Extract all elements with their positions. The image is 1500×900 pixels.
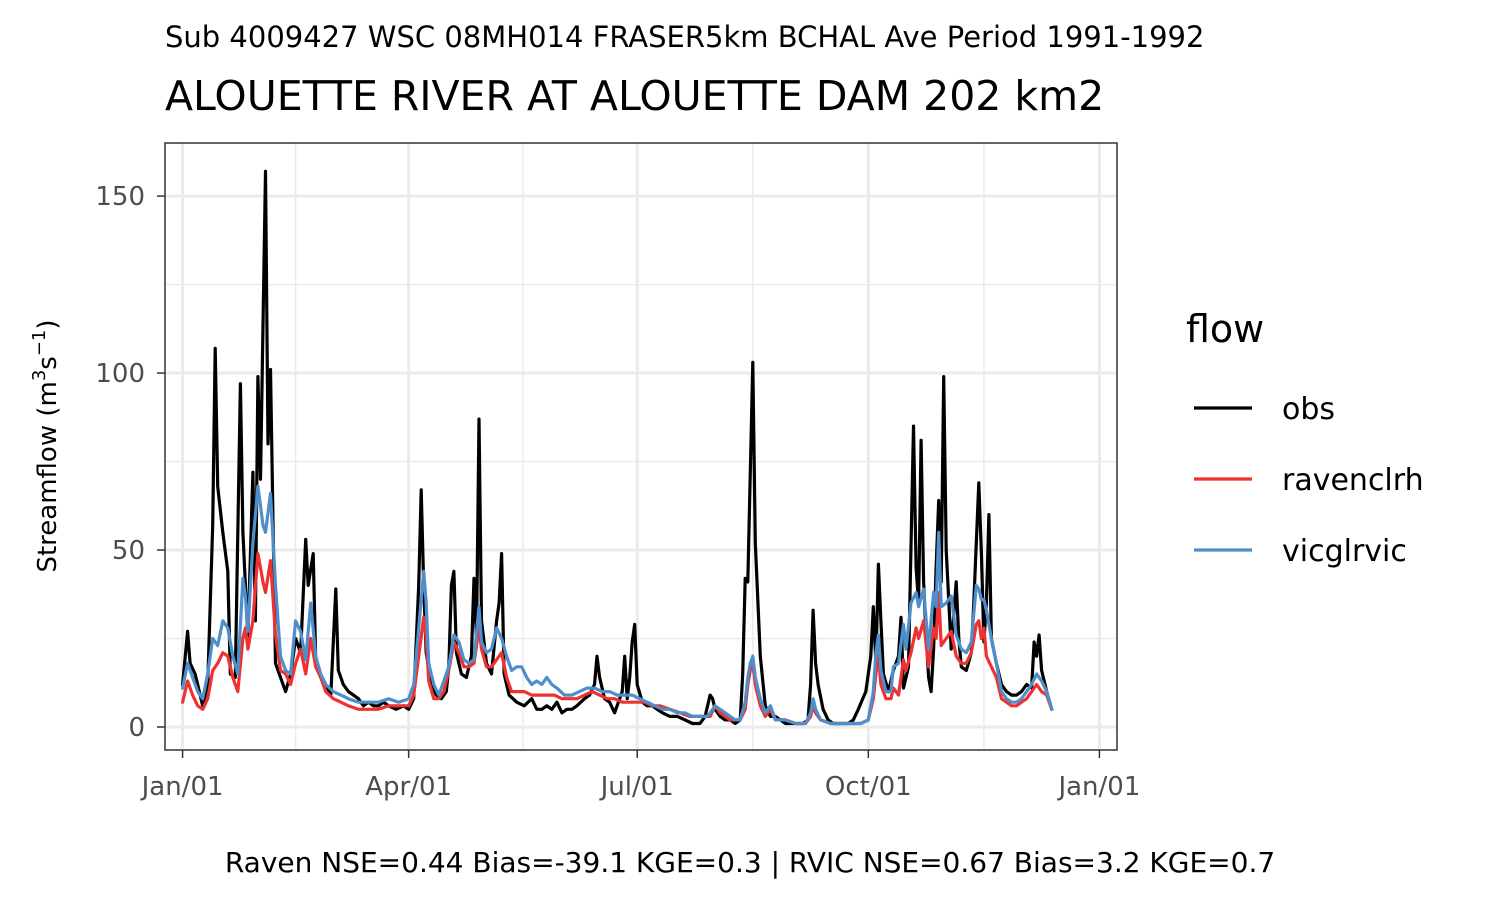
chart-caption: Raven NSE=0.44 Bias=-39.1 KGE=0.3 | RVIC… [225, 846, 1275, 879]
y-axis-title: Streamflow (m3s−1) [29, 319, 63, 572]
chart-subtitle: Sub 4009427 WSC 08MH014 FRASER5km BCHAL … [165, 20, 1204, 54]
legend-items: obs ravenclrh vicglrvic [1194, 392, 1424, 569]
x-tick-label: Jan/01 [1056, 772, 1140, 802]
legend-label-vicglrvic: vicglrvic [1282, 534, 1407, 569]
axis-layer: Jan/01 Apr/01 Jul/01 Oct/01 Jan/01 0 50 100 150 [95, 182, 1140, 802]
x-tick-label: Oct/01 [825, 772, 912, 802]
y-tick-label: 150 [95, 182, 145, 212]
x-tick-label: Jan/01 [140, 772, 224, 802]
x-tick-label: Apr/01 [365, 772, 452, 802]
series-layer [181, 169, 1054, 726]
legend: flow obs ravenclrh vicglrvic [1186, 307, 1424, 569]
legend-label-obs: obs [1282, 392, 1335, 427]
chart-title: ALOUETTE RIVER AT ALOUETTE DAM 202 km2 [165, 72, 1104, 120]
legend-label-ravenclrh: ravenclrh [1282, 463, 1424, 498]
y-tick-label: 100 [95, 359, 145, 389]
y-tick-label: 50 [112, 536, 145, 566]
x-tick-label: Jul/01 [599, 772, 674, 802]
series-line-vicglrvic [181, 484, 1054, 726]
grid-layer [165, 143, 1117, 750]
legend-title: flow [1186, 307, 1264, 351]
y-tick-label: 0 [128, 713, 145, 743]
plot-border [164, 142, 1118, 751]
series-line-ravenclrh [181, 552, 1054, 726]
